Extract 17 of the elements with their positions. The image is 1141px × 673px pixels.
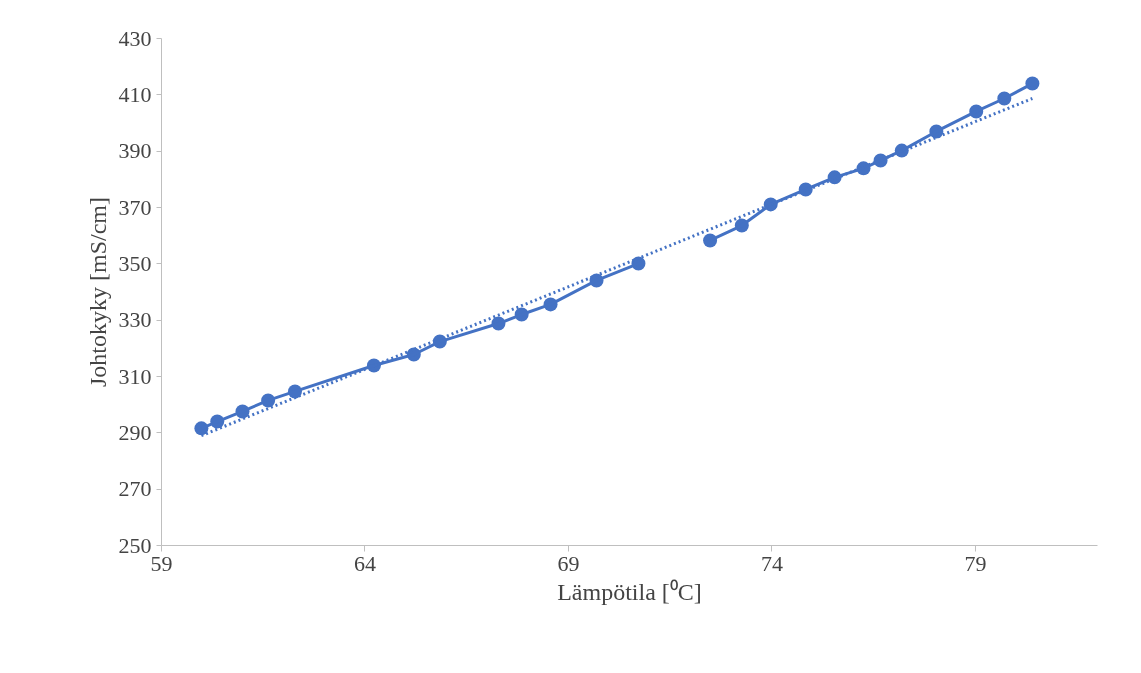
y-tick-label: 370 (118, 194, 152, 220)
x-tick-label: 64 (353, 550, 376, 576)
x-axis-title: Lämpötila [⁰C] (557, 578, 702, 605)
x-tick-label: 69 (557, 550, 580, 576)
y-tick-label: 410 (118, 81, 152, 107)
x-tick-label: 74 (760, 550, 783, 576)
y-tick-label: 330 (118, 307, 152, 333)
x-tick-label: 79 (964, 550, 987, 576)
y-tick-label: 290 (118, 419, 152, 445)
y-tick-label: 310 (118, 363, 152, 389)
x-tick-label: 59 (150, 550, 173, 576)
y-tick-label: 250 (118, 532, 152, 558)
y-tick-label: 350 (118, 250, 152, 276)
y-tick-label: 390 (118, 138, 152, 164)
y-tick-label: 270 (118, 476, 152, 502)
y-axis-title: Johtokyky [mS/cm] (84, 197, 111, 387)
y-tick-label: 430 (118, 25, 152, 51)
